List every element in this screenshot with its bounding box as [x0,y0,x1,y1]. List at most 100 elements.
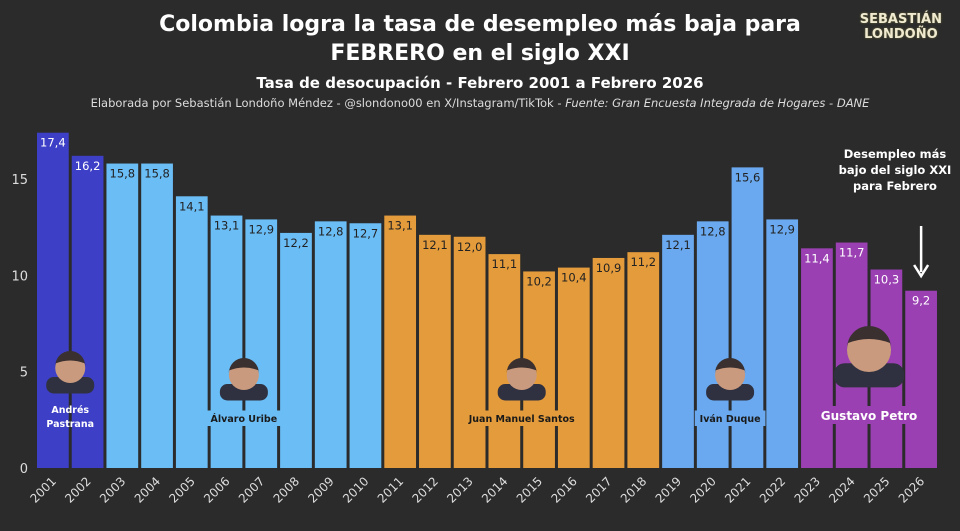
x-tick-label: 2005 [166,474,197,505]
bar [314,221,347,468]
x-tick-label: 2012 [410,474,441,505]
data-label: 12,9 [769,222,795,236]
data-label: 11,4 [804,251,830,265]
x-tick-label: 2004 [132,474,163,505]
y-tick-label: 0 [20,462,28,477]
president-label: Pastrana [46,419,94,430]
data-label: 12,9 [248,222,274,236]
logo-line2: LONDOÑO [864,27,938,42]
president-label-bg [202,410,286,426]
portrait-body-icon [219,384,268,401]
data-label: 15,8 [110,167,136,181]
x-tick-label: 2006 [201,474,232,505]
bar [106,163,139,468]
data-label: 10,9 [596,261,622,275]
portrait-body-icon [46,377,95,394]
source-text: Fuente: Gran Encuesta Integrada de Hogar… [565,96,870,110]
x-tick-label: 2007 [236,474,267,505]
bar [905,290,937,468]
y-tick-label: 5 [20,366,28,381]
data-label: 12,1 [422,238,448,252]
data-label: 14,1 [179,199,205,213]
bar [141,163,173,468]
president-label-bg [461,410,583,426]
data-label: 12,8 [700,224,726,238]
data-label: 12,0 [457,240,483,254]
data-label: 10,2 [526,274,552,288]
data-label: 12,1 [665,238,691,252]
data-label: 13,1 [387,219,413,233]
x-tick-label: 2011 [375,474,406,505]
portrait-hair-icon [228,358,259,373]
bar [210,215,243,468]
president-label: Álvaro Uribe [211,413,278,425]
logo: SEBASTIÁN LONDOÑO [860,12,942,42]
portrait-hair-icon [55,351,86,366]
data-label: 15,8 [144,167,170,181]
x-tick-label: 2026 [896,474,927,505]
logo-line1: SEBASTIÁN [859,12,942,27]
data-label: 17,4 [40,136,66,150]
data-label: 11,1 [492,257,518,271]
x-tick-label: 2022 [757,474,788,505]
data-label: 10,3 [874,273,900,287]
president-label: Andrés [51,405,89,416]
portrait-hair-icon [506,358,537,373]
y-tick-label: 10 [11,269,28,284]
president-label: Juan Manuel Santos [468,414,575,425]
x-tick-label: 2020 [687,474,718,505]
data-label: 9,2 [912,294,930,308]
x-tick-label: 2021 [722,474,753,505]
data-label: 10,4 [561,271,587,285]
portrait-hair-icon [715,358,746,373]
data-label: 11,2 [630,255,656,269]
x-tick-label: 2014 [479,474,510,505]
bar [696,221,729,468]
chart-title: Colombia logra la tasa de desempleo más … [159,12,801,66]
president-label: Gustavo Petro [821,409,917,423]
president-label: Iván Duque [700,414,761,425]
x-tick-label: 2008 [271,474,302,505]
x-tick-label: 2002 [62,474,93,505]
bar [245,219,278,468]
x-tick-label: 2003 [97,474,128,505]
data-label: 11,7 [839,246,865,260]
x-tick-label: 2013 [444,474,475,505]
president-label-bg [694,410,766,426]
x-tick-label: 2018 [618,474,649,505]
data-label: 15,6 [735,170,761,184]
data-label: 12,2 [283,236,309,250]
bar [766,219,799,468]
portrait-body-icon [497,384,546,401]
president-label-bg [813,406,925,424]
bar [384,215,417,468]
bar [801,248,833,468]
data-label: 12,7 [353,226,379,240]
bar [592,257,625,468]
x-tick-label: 2010 [340,474,371,505]
portrait-hair-icon [847,326,892,348]
bar [37,132,69,468]
x-tick-label: 2024 [826,474,857,505]
data-label: 12,8 [318,224,344,238]
bar [280,232,312,468]
credit-text: Elaborada por Sebastián Londoño Méndez -… [90,96,566,110]
x-tick-label: 2025 [861,474,892,505]
portrait-body-icon [706,384,755,401]
data-label: 13,1 [214,219,240,233]
bar [71,155,104,469]
arrow-head-icon [913,264,930,279]
x-tick-label: 2001 [27,474,58,505]
bar [557,267,590,468]
x-tick-label: 2016 [548,474,579,505]
data-label: 16,2 [75,159,101,173]
portrait-body-icon [833,363,905,388]
chart-credit: Elaborada por Sebastián Londoño Méndez -… [0,96,960,111]
bar [349,223,382,468]
x-tick-label: 2019 [653,474,684,505]
x-tick-label: 2015 [514,474,545,505]
bar [627,252,660,468]
annotation: Desempleo más bajo del siglo XXI para Fe… [838,147,952,193]
bar [662,234,694,468]
x-tick-label: 2023 [792,474,823,505]
